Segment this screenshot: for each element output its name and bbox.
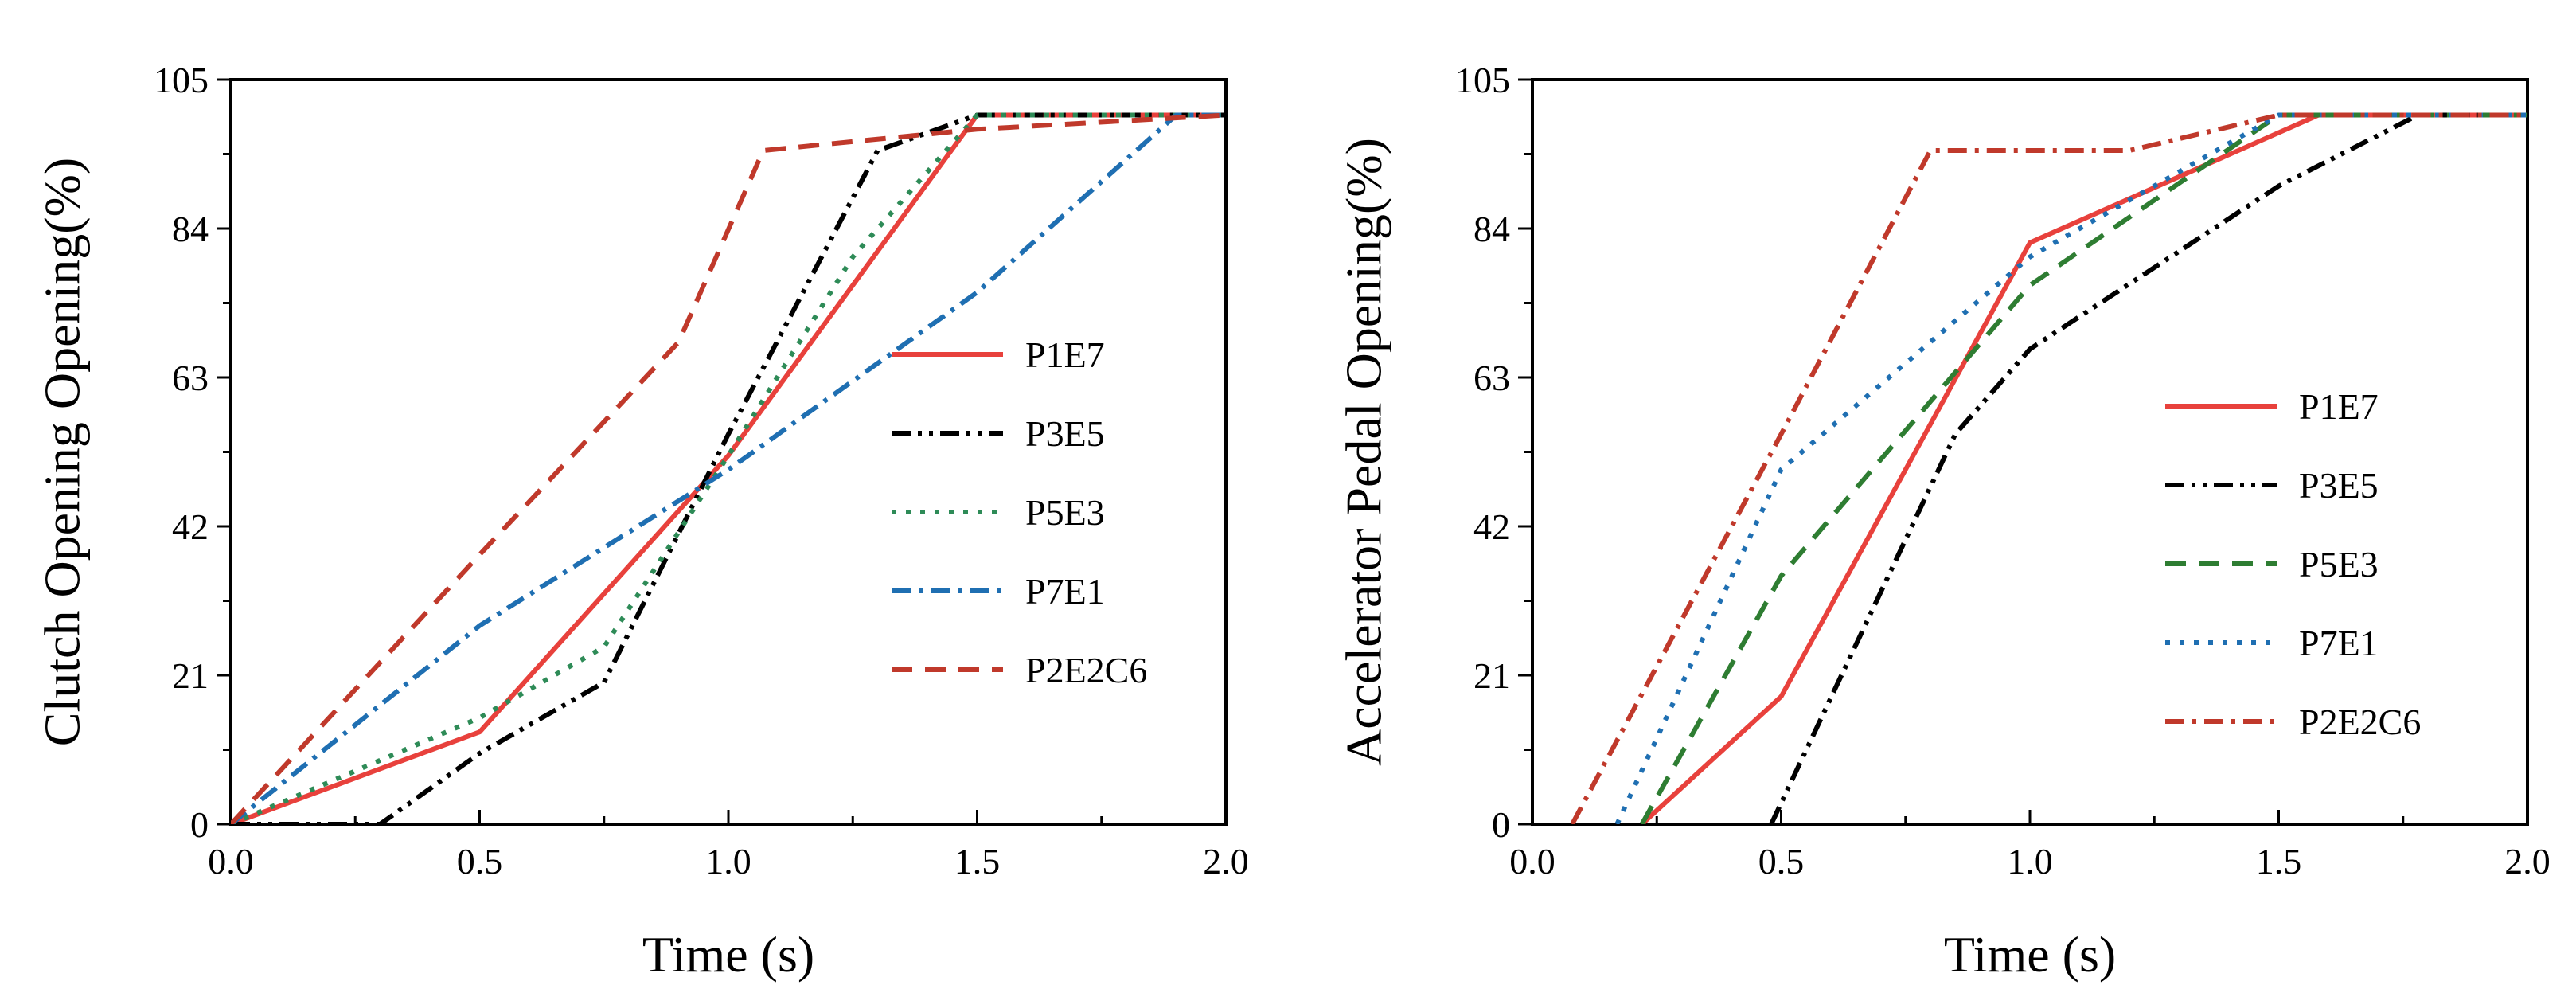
x-tick-label: 0.5	[457, 841, 503, 882]
x-tick-label: 2.0	[1203, 841, 1249, 882]
y-tick-label: 0	[1492, 804, 1510, 845]
series-line-p7e1	[1614, 112, 2527, 824]
x-tick-label: 2.0	[2504, 841, 2551, 882]
legend-label-p3e5: P3E5	[2299, 465, 2379, 506]
legend-label-p7e1: P7E1	[2299, 623, 2379, 663]
x-tick-label: 1.0	[2007, 841, 2053, 882]
y-tick-label: 63	[172, 358, 209, 398]
y-tick-label: 42	[1473, 506, 1510, 547]
y-tick-label: 21	[172, 655, 209, 696]
clutch-opening-chart: 0.0 0.5 1.0 1.5 2.0 0 21 42 63 84 105 Time (s) Clutc…	[34, 60, 1249, 983]
legend-label-p7e1: P7E1	[1025, 571, 1105, 612]
x-axis-title: Time (s)	[642, 926, 814, 983]
series-line-p2e2c6	[231, 112, 1226, 824]
accelerator-pedal-chart: 0.0 0.5 1.0 1.5 2.0 0 21 42 63 84 105 Time (s) Accel…	[1336, 60, 2551, 983]
x-tick-label: 1.0	[705, 841, 751, 882]
y-tick-label: 42	[172, 506, 209, 547]
y-tick-label: 84	[172, 209, 209, 249]
y-axis-title: Clutch Opening Opening(%)	[34, 158, 91, 746]
legend-label-p1e7: P1E7	[2299, 386, 2379, 427]
x-axis-title: Time (s)	[1944, 926, 2116, 983]
series-line-p7e1	[231, 112, 1226, 824]
legend-label-p5e3: P5E3	[2299, 544, 2379, 584]
series-line-p1e7	[231, 112, 1226, 824]
y-tick-label: 105	[1455, 60, 1510, 100]
series-line-p5e3	[231, 112, 1226, 824]
legend-label-p2e2c6: P2E2C6	[2299, 702, 2421, 742]
x-tick-label: 1.5	[2256, 841, 2302, 882]
legend-label-p2e2c6: P2E2C6	[1025, 650, 1147, 690]
x-tick-label: 1.5	[954, 841, 1001, 882]
legend-label-p1e7: P1E7	[1025, 334, 1105, 375]
y-tick-label: 21	[1473, 655, 1510, 696]
series-line-p3e5	[231, 112, 1226, 824]
y-tick-label: 63	[1473, 358, 1510, 398]
legend-label-p5e3: P5E3	[1025, 492, 1105, 533]
x-tick-label: 0.0	[208, 841, 254, 882]
x-tick-label: 0.5	[1758, 841, 1805, 882]
x-tick-label: 0.0	[1509, 841, 1555, 882]
y-axis-title: Accelerator Pedal Opening(%)	[1336, 138, 1392, 766]
legend-label-p3e5: P3E5	[1025, 413, 1105, 454]
series-line-p2e2c6	[1570, 112, 2527, 824]
y-tick-label: 84	[1473, 209, 1510, 249]
y-tick-label: 105	[154, 60, 209, 100]
series-line-p3e5	[1769, 112, 2527, 824]
y-tick-label: 0	[190, 804, 209, 845]
